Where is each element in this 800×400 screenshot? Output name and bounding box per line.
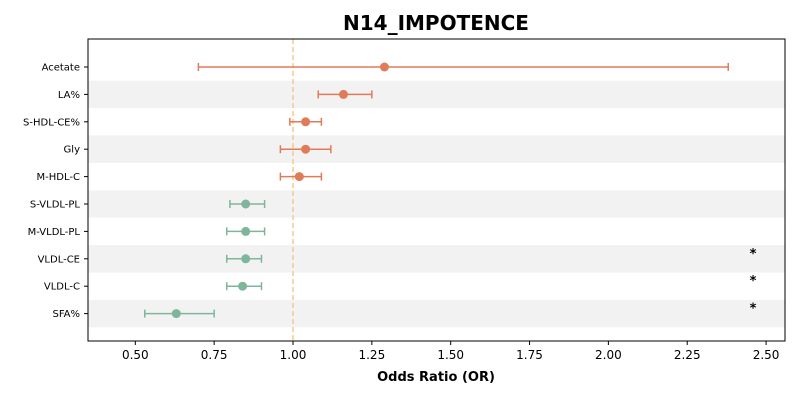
data-rows (144, 62, 729, 319)
x-tick-label: 1.25 (358, 348, 385, 362)
row-band (88, 80, 785, 109)
y-tick-label: Gly (64, 145, 81, 156)
plot-frame (87, 38, 786, 342)
x-axis-label: Odds Ratio (OR) (377, 370, 495, 385)
x-tick-label: 2.25 (674, 348, 701, 362)
forest-row (279, 144, 332, 154)
y-tick-label: M-VLDL-PL (28, 227, 81, 238)
forest-row (197, 62, 729, 72)
or-point (241, 254, 251, 264)
or-point (338, 89, 348, 99)
or-point (301, 117, 311, 127)
x-tick-label: 0.50 (122, 348, 149, 362)
chart-title: N14_IMPOTENCE (343, 11, 529, 35)
x-tick-label: 1.00 (280, 348, 307, 362)
y-tick-label: LA% (58, 90, 80, 101)
y-tick-label: VLDL-CE (38, 254, 80, 265)
or-point (241, 226, 251, 236)
y-tick-label: VLDL-C (44, 282, 80, 293)
row-band (88, 135, 785, 163)
or-point (238, 281, 248, 291)
y-tick-label: SFA% (52, 309, 80, 320)
row-band (88, 245, 785, 273)
y-tick-label: S-HDL-CE% (23, 117, 80, 128)
forest-row (289, 117, 323, 127)
significance-star: * (750, 302, 757, 317)
row-band (88, 190, 785, 218)
or-point (294, 172, 304, 182)
or-point (379, 62, 389, 72)
significance-star: * (750, 274, 757, 289)
x-tick-label: 2.50 (753, 348, 780, 362)
forest-row (144, 309, 215, 319)
x-tick-label: 1.50 (437, 348, 464, 362)
forest-row (226, 226, 266, 236)
row-bands (88, 80, 785, 328)
forest-row (279, 172, 323, 182)
x-tick-label: 1.75 (516, 348, 543, 362)
forest-row (226, 254, 263, 264)
forest-row (229, 199, 266, 209)
x-tick-label: 0.75 (201, 348, 228, 362)
or-point (171, 309, 181, 319)
significance-markers: * * * (750, 247, 757, 317)
x-axis-ticks: 0.50 0.75 1.00 1.25 1.50 1.75 2.00 2.25 2.50 (122, 341, 779, 362)
significance-star: * (750, 247, 757, 262)
or-point (301, 144, 311, 154)
y-tick-label: M-HDL-C (37, 172, 80, 183)
forest-row (226, 281, 263, 291)
y-tick-label: Acetate (42, 63, 80, 74)
x-tick-label: 2.00 (595, 348, 622, 362)
y-axis-labels: Acetate LA% S-HDL-CE% Gly M-HDL-C S-VLDL-PL M-… (23, 63, 88, 320)
forest-row (317, 89, 373, 99)
or-point (241, 199, 251, 209)
y-tick-label: S-VLDL-PL (30, 200, 81, 211)
